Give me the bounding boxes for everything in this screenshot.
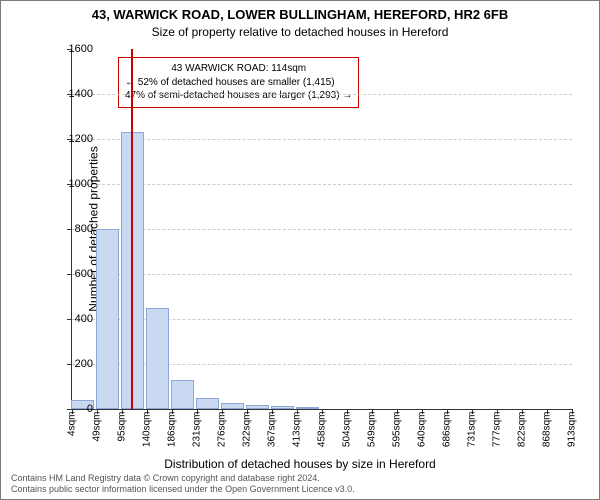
gridline	[72, 139, 572, 140]
footer-attribution: Contains HM Land Registry data © Crown c…	[11, 473, 355, 495]
gridline	[72, 274, 572, 275]
x-axis-label: Distribution of detached houses by size …	[1, 457, 599, 471]
histogram-bar	[246, 405, 269, 409]
x-tick-label: 595sqm	[392, 412, 403, 448]
histogram-bar	[146, 308, 169, 409]
footer-line2: Contains public sector information licen…	[11, 484, 355, 495]
chart-title-line2: Size of property relative to detached ho…	[1, 25, 599, 39]
x-tick-label: 95sqm	[117, 412, 128, 442]
gridline	[72, 184, 572, 185]
x-tick-label: 231sqm	[192, 412, 203, 448]
marker-callout: 43 WARWICK ROAD: 114sqm ← 52% of detache…	[118, 57, 359, 108]
x-tick-label: 49sqm	[92, 412, 103, 442]
y-tick-label: 1400	[53, 88, 93, 100]
x-tick-label: 504sqm	[342, 412, 353, 448]
gridline	[72, 229, 572, 230]
chart-title-line1: 43, WARWICK ROAD, LOWER BULLINGHAM, HERE…	[1, 7, 599, 22]
property-marker-line	[131, 49, 133, 409]
x-tick-label: 4sqm	[67, 412, 78, 436]
callout-line2: ← 52% of detached houses are smaller (1,…	[125, 76, 352, 90]
y-tick-label: 1200	[53, 133, 93, 145]
x-tick-label: 322sqm	[242, 412, 253, 448]
x-tick-label: 140sqm	[142, 412, 153, 448]
x-tick-label: 777sqm	[492, 412, 503, 448]
x-tick-label: 549sqm	[367, 412, 378, 448]
x-tick-label: 458sqm	[317, 412, 328, 448]
x-tick-label: 686sqm	[442, 412, 453, 448]
x-tick-label: 413sqm	[292, 412, 303, 448]
x-tick-label: 186sqm	[167, 412, 178, 448]
plot-area: 43 WARWICK ROAD: 114sqm ← 52% of detache…	[71, 49, 572, 410]
x-tick-label: 731sqm	[467, 412, 478, 448]
callout-line1: 43 WARWICK ROAD: 114sqm	[125, 62, 352, 76]
x-tick-label: 913sqm	[567, 412, 578, 448]
histogram-bar	[271, 406, 294, 409]
histogram-bar	[221, 403, 244, 409]
y-tick-label: 1600	[53, 43, 93, 55]
chart-page: 43, WARWICK ROAD, LOWER BULLINGHAM, HERE…	[0, 0, 600, 500]
histogram-bar	[171, 380, 194, 409]
x-tick-label: 276sqm	[217, 412, 228, 448]
x-tick-label: 822sqm	[517, 412, 528, 448]
y-tick-label: 1000	[53, 178, 93, 190]
histogram-bar	[196, 398, 219, 409]
histogram-bar	[296, 407, 319, 409]
y-tick-label: 800	[53, 223, 93, 235]
callout-line3: 47% of semi-detached houses are larger (…	[125, 89, 352, 103]
y-tick-label: 400	[53, 313, 93, 325]
x-tick-label: 868sqm	[542, 412, 553, 448]
gridline	[72, 94, 572, 95]
y-tick-label: 200	[53, 358, 93, 370]
y-tick-label: 0	[53, 403, 93, 415]
x-tick-label: 367sqm	[267, 412, 278, 448]
footer-line1: Contains HM Land Registry data © Crown c…	[11, 473, 355, 484]
x-tick-label: 640sqm	[417, 412, 428, 448]
y-tick-label: 600	[53, 268, 93, 280]
histogram-bar	[96, 229, 119, 409]
